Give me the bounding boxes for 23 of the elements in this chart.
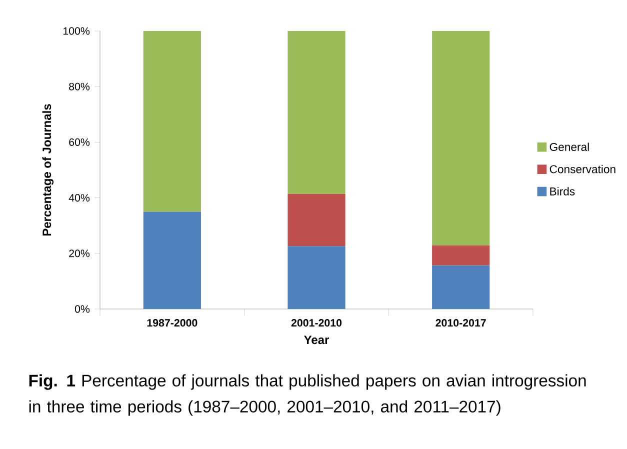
legend-label: Conservation: [550, 164, 616, 174]
bar: [288, 194, 346, 246]
bar: [432, 245, 490, 266]
text: Fig. 1 Percentage of journals that published papers on avian introgression in three time periods (1987–2000, 2001–2010, and 2011–2017): [29, 374, 586, 416]
x-tick-label: 2010-2017: [436, 319, 486, 327]
y-axis-title: Percentage of Journals: [42, 104, 54, 236]
legend-label: General: [550, 142, 589, 151]
bar: [143, 212, 201, 309]
bar: [432, 265, 490, 309]
y-tick-label: 0%: [74, 305, 90, 313]
bar: [288, 246, 346, 309]
bar: [432, 30, 490, 246]
y-tick-label: 100%: [63, 27, 90, 35]
x-tick-label: 2001-2010: [291, 319, 342, 327]
y-tick-label: 40%: [68, 194, 90, 202]
x-tick-label: 1987-2000: [147, 319, 198, 327]
bar: [143, 30, 201, 212]
legend-label: Birds: [550, 187, 575, 196]
y-tick-label: 20%: [69, 250, 90, 258]
y-tick-label: 60%: [69, 138, 90, 146]
y-tick-label: 80%: [69, 82, 90, 90]
bar: [288, 30, 346, 194]
x-axis-title: Year: [304, 336, 330, 344]
